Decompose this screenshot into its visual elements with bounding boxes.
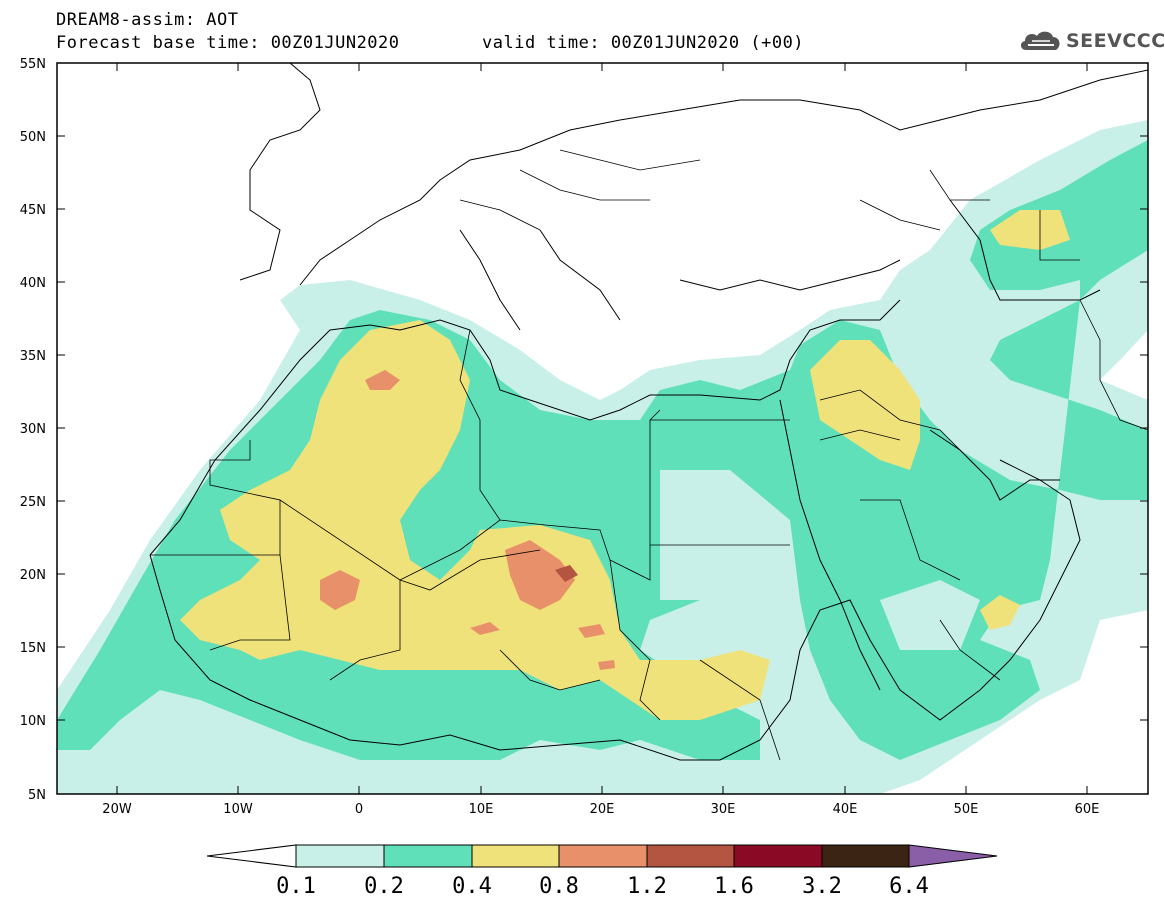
contour-level3 bbox=[180, 320, 770, 720]
lat-label: 35N bbox=[20, 349, 46, 364]
lat-label: 50N bbox=[20, 130, 46, 145]
lon-label: 60E bbox=[1075, 802, 1100, 817]
colorbar-under-arrow bbox=[206, 844, 297, 868]
colorbar-label: 0.8 bbox=[539, 874, 579, 899]
lon-labels: 20W 10W 0 10E 20E 30E 40E 50E 60E bbox=[102, 802, 1099, 817]
valid-time: valid time: 00Z01JUN2020 (+00) bbox=[482, 33, 805, 53]
contour-level4 bbox=[365, 370, 400, 390]
lon-label: 20E bbox=[590, 802, 615, 817]
colorbar-label: 6.4 bbox=[889, 874, 929, 899]
colorbar-label: 0.1 bbox=[276, 874, 316, 899]
colorbar-segment bbox=[558, 844, 648, 868]
contour-level4 bbox=[578, 624, 605, 638]
contour-level3 bbox=[810, 340, 920, 470]
base-time: Forecast base time: 00Z01JUN2020 bbox=[56, 33, 400, 53]
colorbar-label: 0.2 bbox=[364, 874, 404, 899]
contour-level1-patch bbox=[880, 580, 980, 650]
contour-level4 bbox=[598, 660, 615, 670]
cloud-logo-icon bbox=[1020, 31, 1060, 50]
colorbar-segment bbox=[733, 844, 823, 868]
lat-label: 45N bbox=[20, 203, 46, 218]
contour-level4 bbox=[505, 540, 575, 610]
contour-level3 bbox=[990, 210, 1070, 250]
colorbar-label: 0.4 bbox=[452, 874, 492, 899]
logo-text: SEEVCCC bbox=[1066, 30, 1165, 52]
lon-label: 10E bbox=[469, 802, 494, 817]
country-borders bbox=[150, 149, 1148, 761]
lon-label: 30E bbox=[711, 802, 736, 817]
lon-label: 50E bbox=[954, 802, 979, 817]
map-title: DREAM8-assim: AOT bbox=[56, 10, 239, 30]
colorbar-labels: 0.1 0.2 0.4 0.8 1.2 1.6 3.2 6.4 bbox=[276, 874, 929, 899]
colorbar-segment bbox=[383, 844, 473, 868]
axis-ticks bbox=[57, 62, 1148, 795]
lon-label: 0 bbox=[355, 802, 363, 817]
contour-level1-patch bbox=[660, 470, 800, 600]
aot-contours bbox=[57, 63, 1148, 794]
coastlines bbox=[149, 63, 1148, 761]
lat-label: 10N bbox=[20, 714, 46, 729]
colorbar-label: 1.6 bbox=[714, 874, 754, 899]
lat-label: 5N bbox=[28, 788, 46, 803]
colorbar-label: 1.2 bbox=[627, 874, 667, 899]
lon-label: 40E bbox=[833, 802, 858, 817]
contour-level4 bbox=[470, 622, 500, 635]
lon-label: 20W bbox=[102, 802, 132, 817]
contour-level5 bbox=[555, 565, 578, 582]
lat-label: 40N bbox=[20, 276, 46, 291]
colorbar-segment bbox=[295, 844, 385, 868]
colorbar-segment bbox=[821, 844, 910, 868]
contour-level4 bbox=[320, 570, 360, 610]
contour-level3 bbox=[980, 595, 1020, 630]
lat-label: 55N bbox=[20, 57, 46, 72]
colorbar-label: 3.2 bbox=[802, 874, 842, 899]
seevccc-logo: SEEVCCC bbox=[1018, 26, 1165, 56]
lat-label: 30N bbox=[20, 422, 46, 437]
lat-label: 25N bbox=[20, 495, 46, 510]
colorbar-segment bbox=[646, 844, 735, 868]
colorbar-segment bbox=[471, 844, 560, 868]
lat-labels: 55N 50N 45N 40N 35N 30N 25N 20N 15N 10N … bbox=[20, 57, 46, 803]
colorbar bbox=[206, 844, 998, 868]
lat-label: 20N bbox=[20, 568, 46, 583]
colorbar-over-arrow bbox=[908, 844, 998, 868]
lat-label: 15N bbox=[20, 641, 46, 656]
lon-label: 10W bbox=[223, 802, 253, 817]
